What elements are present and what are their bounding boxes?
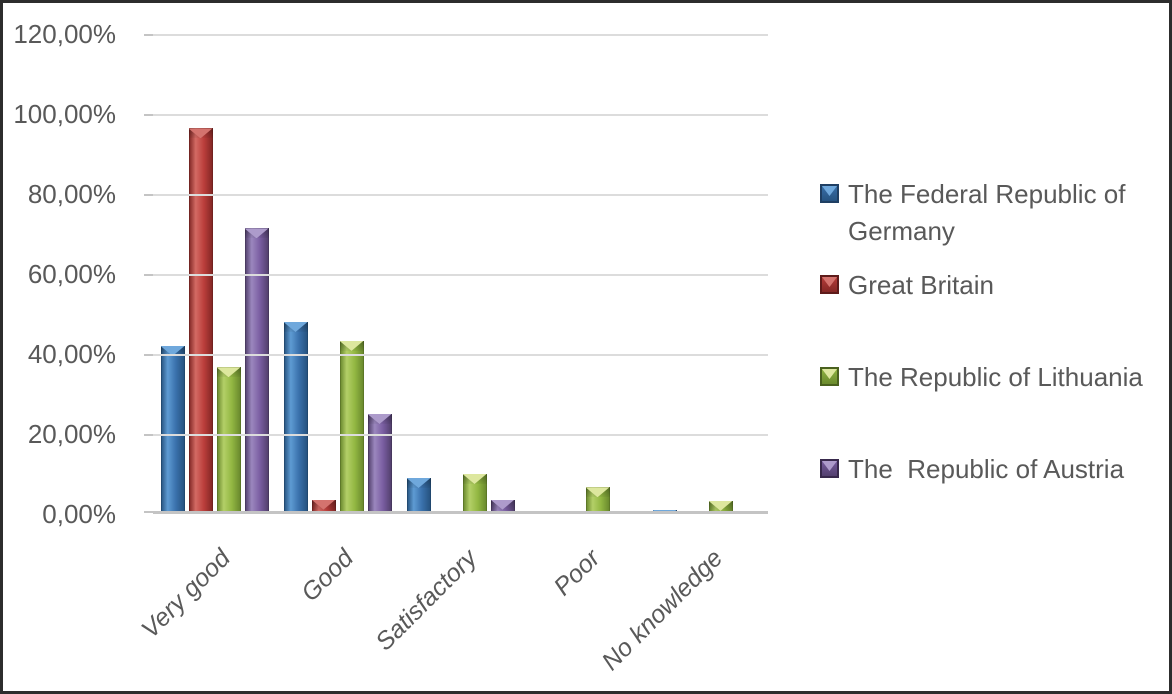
y-axis-label: 0,00%: [42, 499, 116, 529]
bar: [708, 500, 733, 514]
legend-entry: The Republic of Austria: [820, 451, 1163, 488]
gridline: [153, 194, 768, 196]
y-axis-label: 60,00%: [27, 259, 116, 289]
gridline: [153, 34, 768, 36]
y-axis-label: 80,00%: [27, 179, 116, 209]
y-axis-tick: [144, 511, 153, 513]
gridline: [153, 354, 768, 356]
bar: [367, 414, 392, 514]
legend-entry: The Federal Republic of Germany: [820, 176, 1163, 250]
y-axis-label: 40,00%: [27, 339, 116, 369]
legend-swatch-icon: [820, 459, 839, 478]
gridline: [153, 274, 768, 276]
y-axis-label: 100,00%: [13, 99, 116, 129]
bar: [339, 340, 364, 514]
bar: [490, 499, 515, 514]
x-axis-label: Very good: [136, 544, 237, 644]
y-axis-tick: [144, 354, 153, 356]
x-axis-label: Satisfactory: [370, 544, 483, 657]
y-axis-label: 20,00%: [27, 419, 116, 449]
legend-swatch-icon: [820, 275, 839, 294]
x-axis-baseline: [153, 511, 768, 514]
legend-label: The Republic of Austria: [848, 454, 1125, 484]
bar: [283, 322, 308, 514]
y-axis-label: 120,00%: [13, 19, 116, 49]
bar: [311, 499, 336, 514]
bar: [406, 478, 431, 514]
bar: [188, 128, 213, 514]
y-axis-tick: [144, 114, 153, 116]
x-axis-label: No knowledge: [596, 544, 729, 676]
gridline: [153, 114, 768, 116]
bar: [216, 367, 241, 514]
legend-entry: Great Britain: [820, 267, 1163, 304]
legend-label: The Republic of Lithuania: [848, 362, 1143, 392]
bar: [462, 474, 487, 514]
bar-group: [399, 34, 522, 514]
legend-label: Great Britain: [848, 270, 994, 300]
y-axis-tick: [144, 274, 153, 276]
y-axis-tick: [144, 434, 153, 436]
gridline: [153, 434, 768, 436]
bar: [160, 346, 185, 514]
x-axis-label: Good: [296, 544, 360, 608]
bar: [244, 228, 269, 514]
bar-group: [522, 34, 645, 514]
y-axis-tick: [144, 34, 153, 36]
legend-label: The Federal Republic of Germany: [848, 179, 1133, 246]
legend-swatch-icon: [820, 367, 839, 386]
legend: The Federal Republic of Germany Great Bri…: [820, 3, 1165, 691]
x-axis-label: Poor: [548, 544, 606, 602]
legend-entry: The Republic of Lithuania: [820, 359, 1163, 396]
y-axis-tick: [144, 194, 153, 196]
bar: [585, 487, 610, 514]
legend-swatch-icon: [820, 184, 839, 203]
bar-group: [153, 34, 276, 514]
plot-area: [144, 34, 768, 514]
